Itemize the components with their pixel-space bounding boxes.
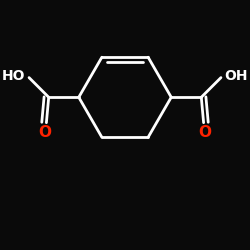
Text: OH: OH (224, 70, 248, 84)
Text: O: O (39, 125, 52, 140)
Text: HO: HO (2, 70, 26, 84)
Text: O: O (198, 125, 211, 140)
